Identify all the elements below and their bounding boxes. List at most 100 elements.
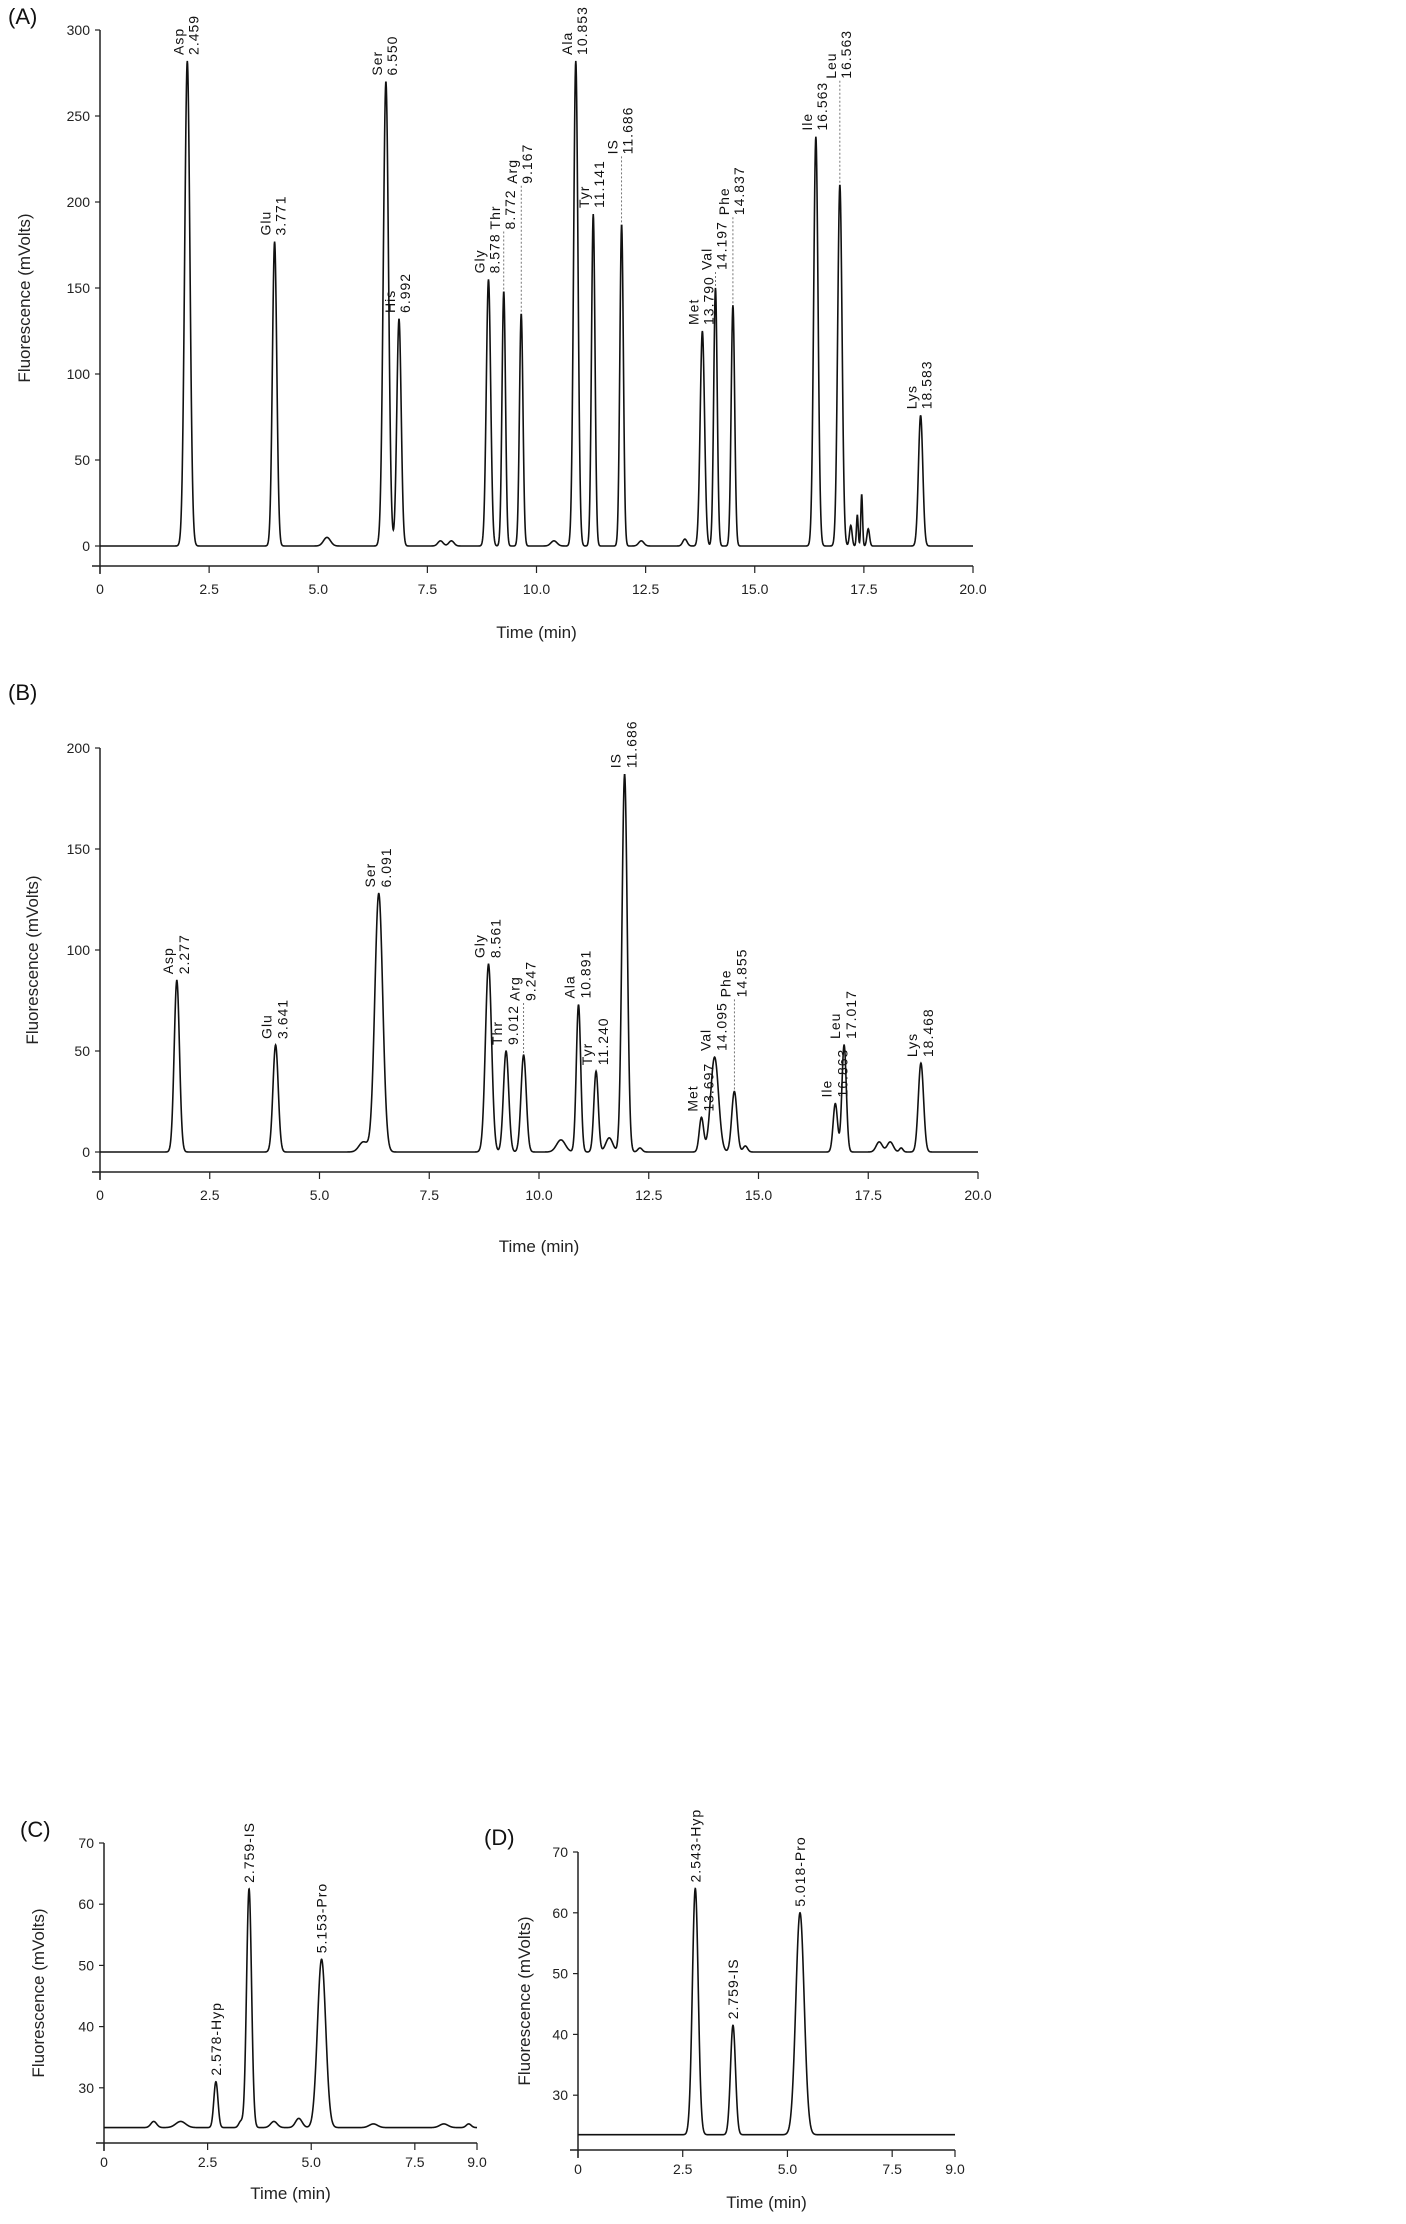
peak-label: His6.992	[382, 273, 413, 313]
peak-label: 2.543-Hyp	[687, 1809, 703, 1883]
chart-panel-c: (C) 30 40 50 60 70 0 2.5 5.0 7.5 9.0 Time (min) Fluo…	[20, 1817, 487, 2203]
peak-retention-time: 16.863	[834, 1049, 850, 1098]
peak-name: Ile	[818, 1080, 834, 1098]
y-tick-label: 40	[78, 2019, 94, 2035]
x-tick-label: 0	[96, 581, 104, 597]
y-tick-label: 250	[67, 108, 91, 124]
peak-label: Tyr11.141	[576, 160, 607, 208]
peak-label: IS11.686	[605, 107, 636, 155]
x-tick-label: 2.5	[198, 2154, 218, 2170]
x-tick-label: 20.0	[959, 581, 986, 597]
x-tick-label: 9.0	[467, 2154, 487, 2170]
chromatogram-trace	[100, 60, 973, 547]
x-tick-label: 12.5	[635, 1187, 662, 1203]
y-tick-label: 60	[552, 1905, 568, 1921]
panel-label: (D)	[484, 1825, 515, 1850]
x-tick-label: 2.5	[199, 581, 219, 597]
peak-name: Met	[685, 299, 701, 325]
peak-label: Lys18.583	[904, 360, 935, 409]
peak-name: Thr	[489, 1021, 505, 1045]
peak-retention-time: 16.563	[838, 30, 854, 79]
peak-label: Thr9.012	[489, 1005, 521, 1045]
y-axis-title: Fluorescence (mVolts)	[15, 213, 34, 382]
peak-label: 5.018-Pro	[792, 1836, 808, 1906]
panel-label: (A)	[8, 4, 37, 29]
chart-panel-a: (A) 0 50 100 150 200 250 300 0 2.5 5.0 7.5 10.0 12.5 1…	[8, 4, 987, 642]
peak-name: IS	[605, 139, 621, 154]
y-axis-title: Fluorescence (mVolts)	[23, 875, 42, 1044]
panel-label: (C)	[20, 1817, 51, 1842]
peak-name: Arg	[504, 159, 520, 184]
peak-name: Glu	[258, 211, 274, 236]
peak-retention-time: 3.641	[275, 999, 291, 1039]
x-tick-label: 9.0	[945, 2161, 965, 2177]
y-tick-label: 50	[552, 1966, 568, 1982]
chart-panel-b: (B) 0 50 100 150 200 0 2.5 5.0 7.5 10.0 12.5 15.0 17.…	[8, 680, 992, 1256]
peak-retention-time: 11.240	[595, 1017, 611, 1065]
peak-name: 5.153-Pro	[314, 1883, 330, 1953]
peak-name: Ser	[369, 51, 385, 76]
peak-label: Lys18.468	[904, 1008, 936, 1057]
peak-label: Leu17.017	[827, 990, 859, 1039]
peak-name: Asp	[170, 28, 186, 55]
y-tick-label: 150	[67, 280, 91, 296]
x-tick-label: 5.0	[778, 2161, 798, 2177]
x-tick-label: 15.0	[741, 581, 768, 597]
y-axis-title: Fluorescence (mVolts)	[515, 1916, 534, 2085]
y-tick-label: 200	[67, 740, 91, 756]
x-tick-label: 7.5	[405, 2154, 425, 2170]
y-tick-label: 0	[82, 538, 90, 554]
peak-label: Asp2.277	[160, 934, 192, 974]
peak-retention-time: 11.141	[591, 160, 607, 208]
peak-label: Ser6.091	[362, 847, 394, 887]
x-tick-label: 17.5	[855, 1187, 882, 1203]
peak-name: Ile	[799, 113, 815, 131]
y-tick-label: 50	[78, 1957, 94, 1973]
peak-name: Phe	[717, 969, 733, 997]
peak-label: Glu3.771	[258, 196, 289, 236]
peak-name: Val	[698, 248, 714, 270]
y-tick-label: 50	[74, 1043, 90, 1059]
x-tick-label: 12.5	[632, 581, 659, 597]
peak-label: Asp2.459	[170, 15, 201, 55]
peak-name: 2.578-Hyp	[208, 2002, 224, 2076]
peak-retention-time: 8.561	[488, 918, 504, 958]
peak-label: Ile16.863	[818, 1049, 850, 1098]
peak-retention-time: 18.468	[920, 1008, 936, 1057]
y-tick-label: 30	[78, 2080, 94, 2096]
peak-label: 2.578-Hyp	[208, 2002, 224, 2076]
peak-retention-time: 6.091	[378, 847, 394, 887]
peak-retention-time: 9.247	[523, 961, 539, 1001]
x-tick-label: 10.0	[523, 581, 550, 597]
y-tick-label: 300	[67, 22, 91, 38]
peak-name: Tyr	[579, 1043, 595, 1065]
y-tick-label: 30	[552, 2087, 568, 2103]
y-tick-label: 70	[78, 1835, 94, 1851]
x-axis-title: Time (min)	[499, 1237, 580, 1256]
peak-retention-time: 10.891	[578, 950, 594, 999]
peak-name: Gly	[471, 249, 487, 273]
peak-label: Phe14.837	[716, 166, 747, 215]
x-tick-label: 0	[100, 2154, 108, 2170]
peak-name: Ala	[562, 975, 578, 998]
x-tick-label: 10.0	[525, 1187, 552, 1203]
peak-label: Arg9.247	[507, 961, 539, 1001]
x-tick-label: 2.5	[200, 1187, 220, 1203]
peak-label: Tyr11.240	[579, 1017, 611, 1065]
peak-retention-time: 17.017	[843, 990, 859, 1039]
peak-label: Thr8.772	[487, 189, 518, 229]
peak-name: Phe	[716, 187, 732, 215]
y-tick-label: 60	[78, 1896, 94, 1912]
peak-retention-time: 14.855	[733, 949, 749, 998]
x-tick-label: 15.0	[745, 1187, 772, 1203]
chromatogram-trace	[100, 774, 978, 1153]
chromatogram-trace	[104, 1887, 478, 2129]
x-tick-label: 5.0	[301, 2154, 321, 2170]
y-tick-label: 200	[67, 194, 91, 210]
x-tick-label: 7.5	[882, 2161, 902, 2177]
x-tick-label: 17.5	[850, 581, 877, 597]
peak-label: 5.153-Pro	[314, 1883, 330, 1953]
y-tick-label: 0	[82, 1144, 90, 1160]
peak-name: Lys	[904, 385, 920, 409]
